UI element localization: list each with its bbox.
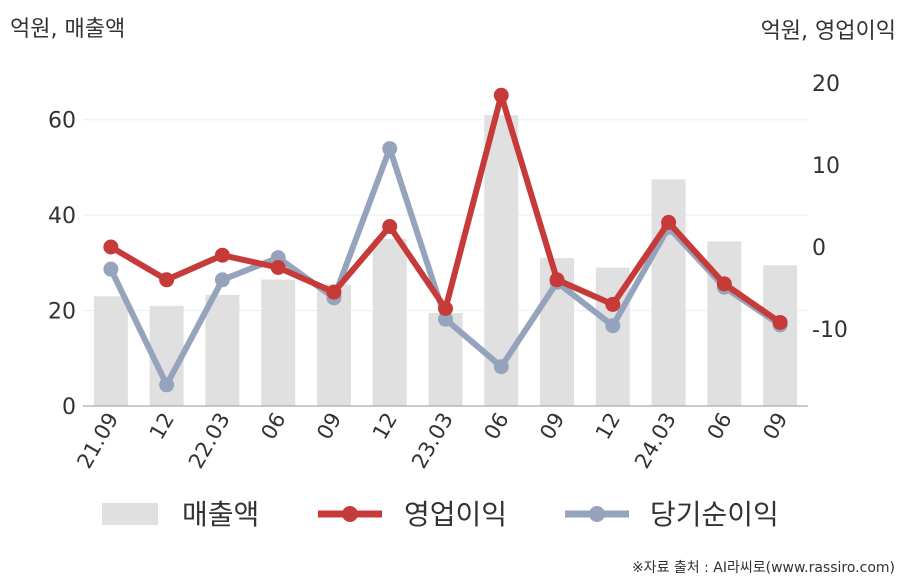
x-ticks: 21.09 12 22.03 06 09 12 23.03 06 09 12 24.03 06 09	[72, 409, 792, 473]
x-tick-label: 06	[703, 409, 737, 444]
series-point	[382, 219, 398, 234]
right-tick-label: 10	[812, 154, 840, 179]
profit-lines	[103, 87, 788, 393]
series-point	[382, 141, 398, 157]
legend-marker-net-income	[589, 506, 605, 522]
bar	[372, 239, 407, 406]
series-point	[493, 87, 509, 103]
x-tick-label: 12	[368, 409, 402, 444]
x-tick-label: 06	[256, 409, 290, 444]
bar	[93, 296, 128, 406]
bar	[763, 265, 798, 406]
legend: 매출액 영업이익 당기순이익	[102, 498, 779, 531]
series-point	[438, 301, 453, 316]
series-point	[549, 272, 565, 288]
x-tick-label: 09	[312, 409, 346, 444]
legend-label-net-income: 당기순이익	[650, 498, 779, 531]
right-axis-unit: 억원, 영업이익	[761, 19, 896, 44]
series-point	[661, 214, 677, 230]
legend-marker-operating-profit	[342, 506, 358, 522]
x-tick-label: 23.03	[407, 409, 458, 473]
legend-label-operating-profit: 영업이익	[404, 498, 507, 531]
bar	[651, 179, 686, 406]
x-tick-label: 21.09	[72, 409, 123, 473]
legend-swatch-revenue	[102, 503, 158, 525]
revenue-bars	[93, 114, 798, 406]
series-point	[214, 272, 230, 288]
right-tick-label: 0	[812, 236, 826, 261]
x-tick-label: 09	[535, 409, 569, 444]
series-point	[103, 239, 119, 255]
x-tick-label: 12	[591, 409, 625, 444]
bar	[261, 279, 296, 406]
series-point	[605, 318, 621, 334]
left-axis-unit: 억원, 매출액	[10, 17, 125, 42]
series-point	[159, 377, 175, 393]
bar	[707, 241, 742, 406]
right-tick-label: 20	[812, 72, 840, 97]
series-point	[438, 311, 453, 327]
right-y-ticks: -10 0 10 20	[812, 72, 848, 343]
x-tick-label: 22.03	[184, 409, 235, 473]
series-point	[214, 247, 230, 263]
x-tick-label: 06	[479, 409, 513, 444]
source-text: ※자료 출처 : AI라씨로(www.rassiro.com)	[632, 560, 895, 576]
right-tick-label: -10	[812, 318, 848, 343]
series-point	[159, 272, 175, 288]
series-point	[493, 359, 509, 375]
left-tick-label: 0	[62, 395, 76, 420]
series-point	[605, 296, 621, 312]
left-tick-label: 20	[48, 300, 76, 325]
x-tick-label: 12	[145, 409, 179, 444]
series-point	[716, 276, 732, 292]
gridlines	[83, 119, 808, 312]
series-point	[772, 314, 788, 330]
left-y-ticks: 0 20 40 60	[48, 109, 76, 420]
left-tick-label: 40	[48, 204, 76, 229]
series-point	[103, 261, 119, 277]
bar	[205, 294, 240, 406]
x-tick-label: 09	[758, 409, 792, 444]
left-tick-label: 60	[48, 109, 76, 134]
series-point	[326, 284, 342, 300]
series-point	[270, 260, 286, 275]
x-tick-label: 24.03	[630, 409, 681, 473]
legend-label-revenue: 매출액	[182, 498, 259, 531]
